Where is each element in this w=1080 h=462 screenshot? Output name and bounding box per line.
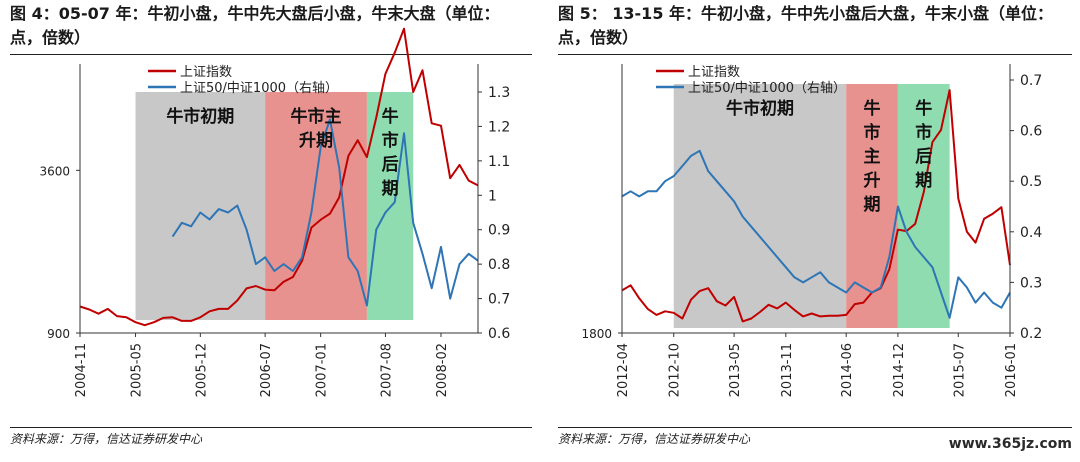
phase-label-text: 期 [382, 179, 399, 199]
y-right-tick-label: 0.7 [1020, 73, 1042, 89]
y-right-tick-label: 0.9 [488, 223, 510, 239]
x-tick-label: 2013-05 [728, 343, 743, 397]
x-tick-label: 2012-10 [668, 343, 683, 397]
y-right-tick-label: 0.8 [488, 257, 510, 273]
phase-label-text: 牛 [864, 98, 881, 119]
index-line [621, 89, 1011, 323]
x-tick-label: 2014-06 [840, 343, 855, 397]
x-tick-label: 2008-02 [435, 343, 450, 397]
y-right-tick-label: 0.3 [1020, 275, 1042, 291]
phase-label-text: 后 [382, 155, 399, 175]
watermark: www.365jz.com [948, 436, 1072, 452]
x-tick-label: 2007-08 [379, 343, 394, 397]
ratio-line [621, 149, 1011, 319]
figure-title: 图 4：05-07 年：牛初小盘，牛中先大盘后小盘，牛末大盘（单位：点，倍数） [10, 4, 500, 47]
source-rule [10, 427, 532, 428]
figure-title: 图 5： 13-15 年：牛初小盘，牛中先小盘后大盘，牛末小盘（单位：点，倍数） [558, 4, 1054, 47]
legend-label: 上证50/中证1000（右轴） [688, 81, 846, 96]
x-tick-label: 2005-12 [194, 343, 209, 397]
y-right-tick-label: 1.1 [488, 154, 510, 170]
x-tick-label: 2004-11 [74, 343, 89, 397]
figure-4: 图 4：05-07 年：牛初小盘，牛中先大盘后小盘，牛末大盘（单位：点，倍数） … [10, 4, 532, 446]
phase-band [897, 84, 950, 328]
y-right-tick-label: 1.3 [488, 85, 510, 101]
x-tick-label: 2012-04 [616, 343, 631, 397]
phase-label-text: 市 [915, 122, 932, 143]
y-right-tick-label: 0.7 [488, 292, 510, 308]
phase-label-text: 牛 [915, 98, 932, 119]
phase-label-text: 期 [915, 171, 932, 191]
y-left-tick-label: 900 [47, 327, 70, 341]
legend-label: 上证指数 [180, 65, 232, 80]
source-rule [558, 427, 1072, 428]
ratio-line [171, 118, 479, 307]
y-right-tick-label: 0.2 [1020, 326, 1042, 342]
title-rule [10, 54, 532, 55]
phase-label-text: 市 [382, 130, 399, 151]
y-left-tick-label: 3600 [39, 164, 70, 178]
x-tick-label: 2007-01 [315, 343, 330, 397]
legend-label: 上证50/中证1000（右轴） [180, 81, 338, 96]
source-note: 资料来源：万得，信达证券研发中心 [10, 432, 203, 446]
y-right-tick-label: 0.6 [488, 326, 510, 342]
x-tick-label: 2014-12 [892, 343, 907, 397]
phase-band [673, 84, 847, 328]
figure-5: 图 5： 13-15 年：牛初小盘，牛中先小盘后大盘，牛末小盘（单位：点，倍数）… [548, 0, 1080, 462]
phase-label: 牛市初期 [166, 106, 234, 127]
phase-label-text: 主 [864, 146, 881, 167]
phase-band [846, 84, 898, 328]
phase-label-text: 后 [915, 147, 932, 167]
phase-label-text: 牛 [382, 106, 399, 127]
x-tick-label: 2015-07 [952, 343, 967, 397]
y-right-tick-label: 0.4 [1020, 225, 1042, 241]
y-right-tick-label: 0.5 [1020, 174, 1042, 190]
source-note: 资料来源：万得，信达证券研发中心 [558, 432, 751, 446]
x-tick-label: 2005-05 [130, 343, 145, 397]
phase-label-text: 市 [864, 122, 881, 143]
y-right-tick-label: 1.2 [488, 119, 510, 135]
legend-label: 上证指数 [688, 65, 740, 80]
phase-band [135, 92, 266, 320]
y-right-tick-label: 0.6 [1020, 124, 1042, 140]
x-tick-label: 2016-01 [1004, 343, 1019, 397]
phase-label-text: 升 [864, 171, 881, 191]
phase-label-text: 升期 [299, 131, 333, 151]
x-tick-label: 2006-07 [259, 343, 274, 397]
x-tick-label: 2013-11 [780, 343, 795, 397]
phase-label: 牛市初期 [726, 98, 794, 119]
y-right-tick-label: 1 [488, 188, 497, 204]
index-line [79, 27, 479, 327]
phase-label-text: 期 [864, 195, 881, 215]
phase-label-text: 牛市初期 [726, 98, 794, 119]
phase-label-text: 牛市主 [291, 106, 342, 127]
y-left-tick-label: 1800 [581, 327, 612, 341]
phase-label-text: 牛市初期 [166, 106, 234, 127]
title-rule [558, 54, 1072, 55]
